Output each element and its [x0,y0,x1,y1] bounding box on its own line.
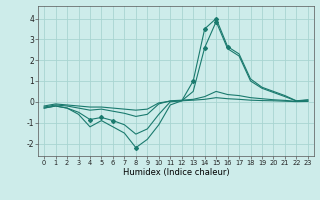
X-axis label: Humidex (Indice chaleur): Humidex (Indice chaleur) [123,168,229,177]
